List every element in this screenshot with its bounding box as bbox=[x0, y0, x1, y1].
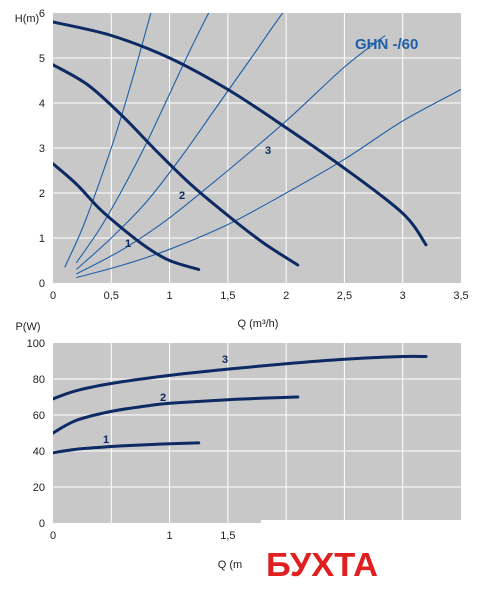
head-y-tick-label: 6 bbox=[39, 8, 45, 20]
system-curve bbox=[75, 13, 210, 264]
head-x-tick-label: 1,5 bbox=[220, 290, 235, 302]
head-y-tick-label: 3 bbox=[39, 143, 45, 155]
watermark-text: БУХТА bbox=[266, 546, 378, 583]
power-x-axis-title: Q (m bbox=[218, 559, 242, 571]
head-y-tick-label: 0 bbox=[39, 278, 45, 290]
power-y-tick-label: 40 bbox=[33, 446, 45, 458]
head-x-tick-label: 2 bbox=[283, 290, 289, 302]
head-x-tick-label: 3,5 bbox=[453, 290, 468, 302]
head-y-tick-label: 2 bbox=[39, 188, 45, 200]
head-curve-speed-3 bbox=[53, 20, 428, 247]
power-curve-label-3: 3 bbox=[222, 354, 228, 366]
head-curve-speed-2 bbox=[53, 63, 300, 267]
power-x-tick-label: 1,5 bbox=[220, 530, 235, 542]
system-curve bbox=[76, 89, 461, 279]
power-curve-speed-1 bbox=[53, 441, 201, 455]
head-curve-speed-1 bbox=[53, 162, 201, 271]
system-curve bbox=[64, 13, 152, 268]
head-x-tick-label: 0 bbox=[50, 290, 56, 302]
power-y-tick-label: 20 bbox=[33, 482, 45, 494]
head-y-tick-label: 4 bbox=[39, 98, 45, 110]
head-x-axis-title: Q (m³/h) bbox=[238, 318, 279, 330]
power-y-axis-title: P(W) bbox=[15, 321, 40, 333]
head-x-tick-label: 3 bbox=[400, 290, 406, 302]
power-x-tick-label: 1 bbox=[167, 530, 173, 542]
power-curve-speed-2 bbox=[53, 395, 300, 435]
power-curve-label-2: 2 bbox=[160, 392, 166, 404]
watermark-logo: БУХТА bbox=[261, 520, 487, 590]
power-y-tick-label: 100 bbox=[27, 338, 45, 350]
head-x-tick-label: 1 bbox=[167, 290, 173, 302]
power-y-tick-label: 0 bbox=[39, 518, 45, 530]
power-x-tick-label: 0 bbox=[50, 530, 56, 542]
head-x-tick-label: 2,5 bbox=[337, 290, 352, 302]
head-flow-chart: 0 0,5 1 1,5 2 2,5 3 3,5 0 1 2 3 4 5 6 Q (m³/h) H(m) 1 2 3 bbox=[15, 8, 469, 330]
head-y-axis-title: H(m) bbox=[15, 13, 39, 25]
head-y-tick-label: 5 bbox=[39, 53, 45, 65]
watermark-backdrop bbox=[261, 520, 487, 590]
head-curve-label-1: 1 bbox=[125, 238, 131, 250]
model-label: GHN -/60 bbox=[355, 36, 418, 53]
head-y-tick-label: 1 bbox=[39, 233, 45, 245]
power-y-tick-label: 60 bbox=[33, 410, 45, 422]
head-curve-label-2: 2 bbox=[179, 190, 185, 202]
system-curve bbox=[76, 35, 386, 275]
power-flow-chart: 0 1 1,5 0 20 40 60 80 100 Q (m P(W) 1 2 3 bbox=[15, 321, 461, 571]
power-curve-label-1: 1 bbox=[103, 434, 109, 446]
head-x-tick-label: 0,5 bbox=[104, 290, 119, 302]
power-y-tick-label: 80 bbox=[33, 374, 45, 386]
head-curve-label-3: 3 bbox=[265, 145, 271, 157]
system-curve bbox=[75, 13, 284, 270]
power-plot-area bbox=[53, 343, 461, 523]
power-curve-speed-3 bbox=[53, 354, 428, 401]
